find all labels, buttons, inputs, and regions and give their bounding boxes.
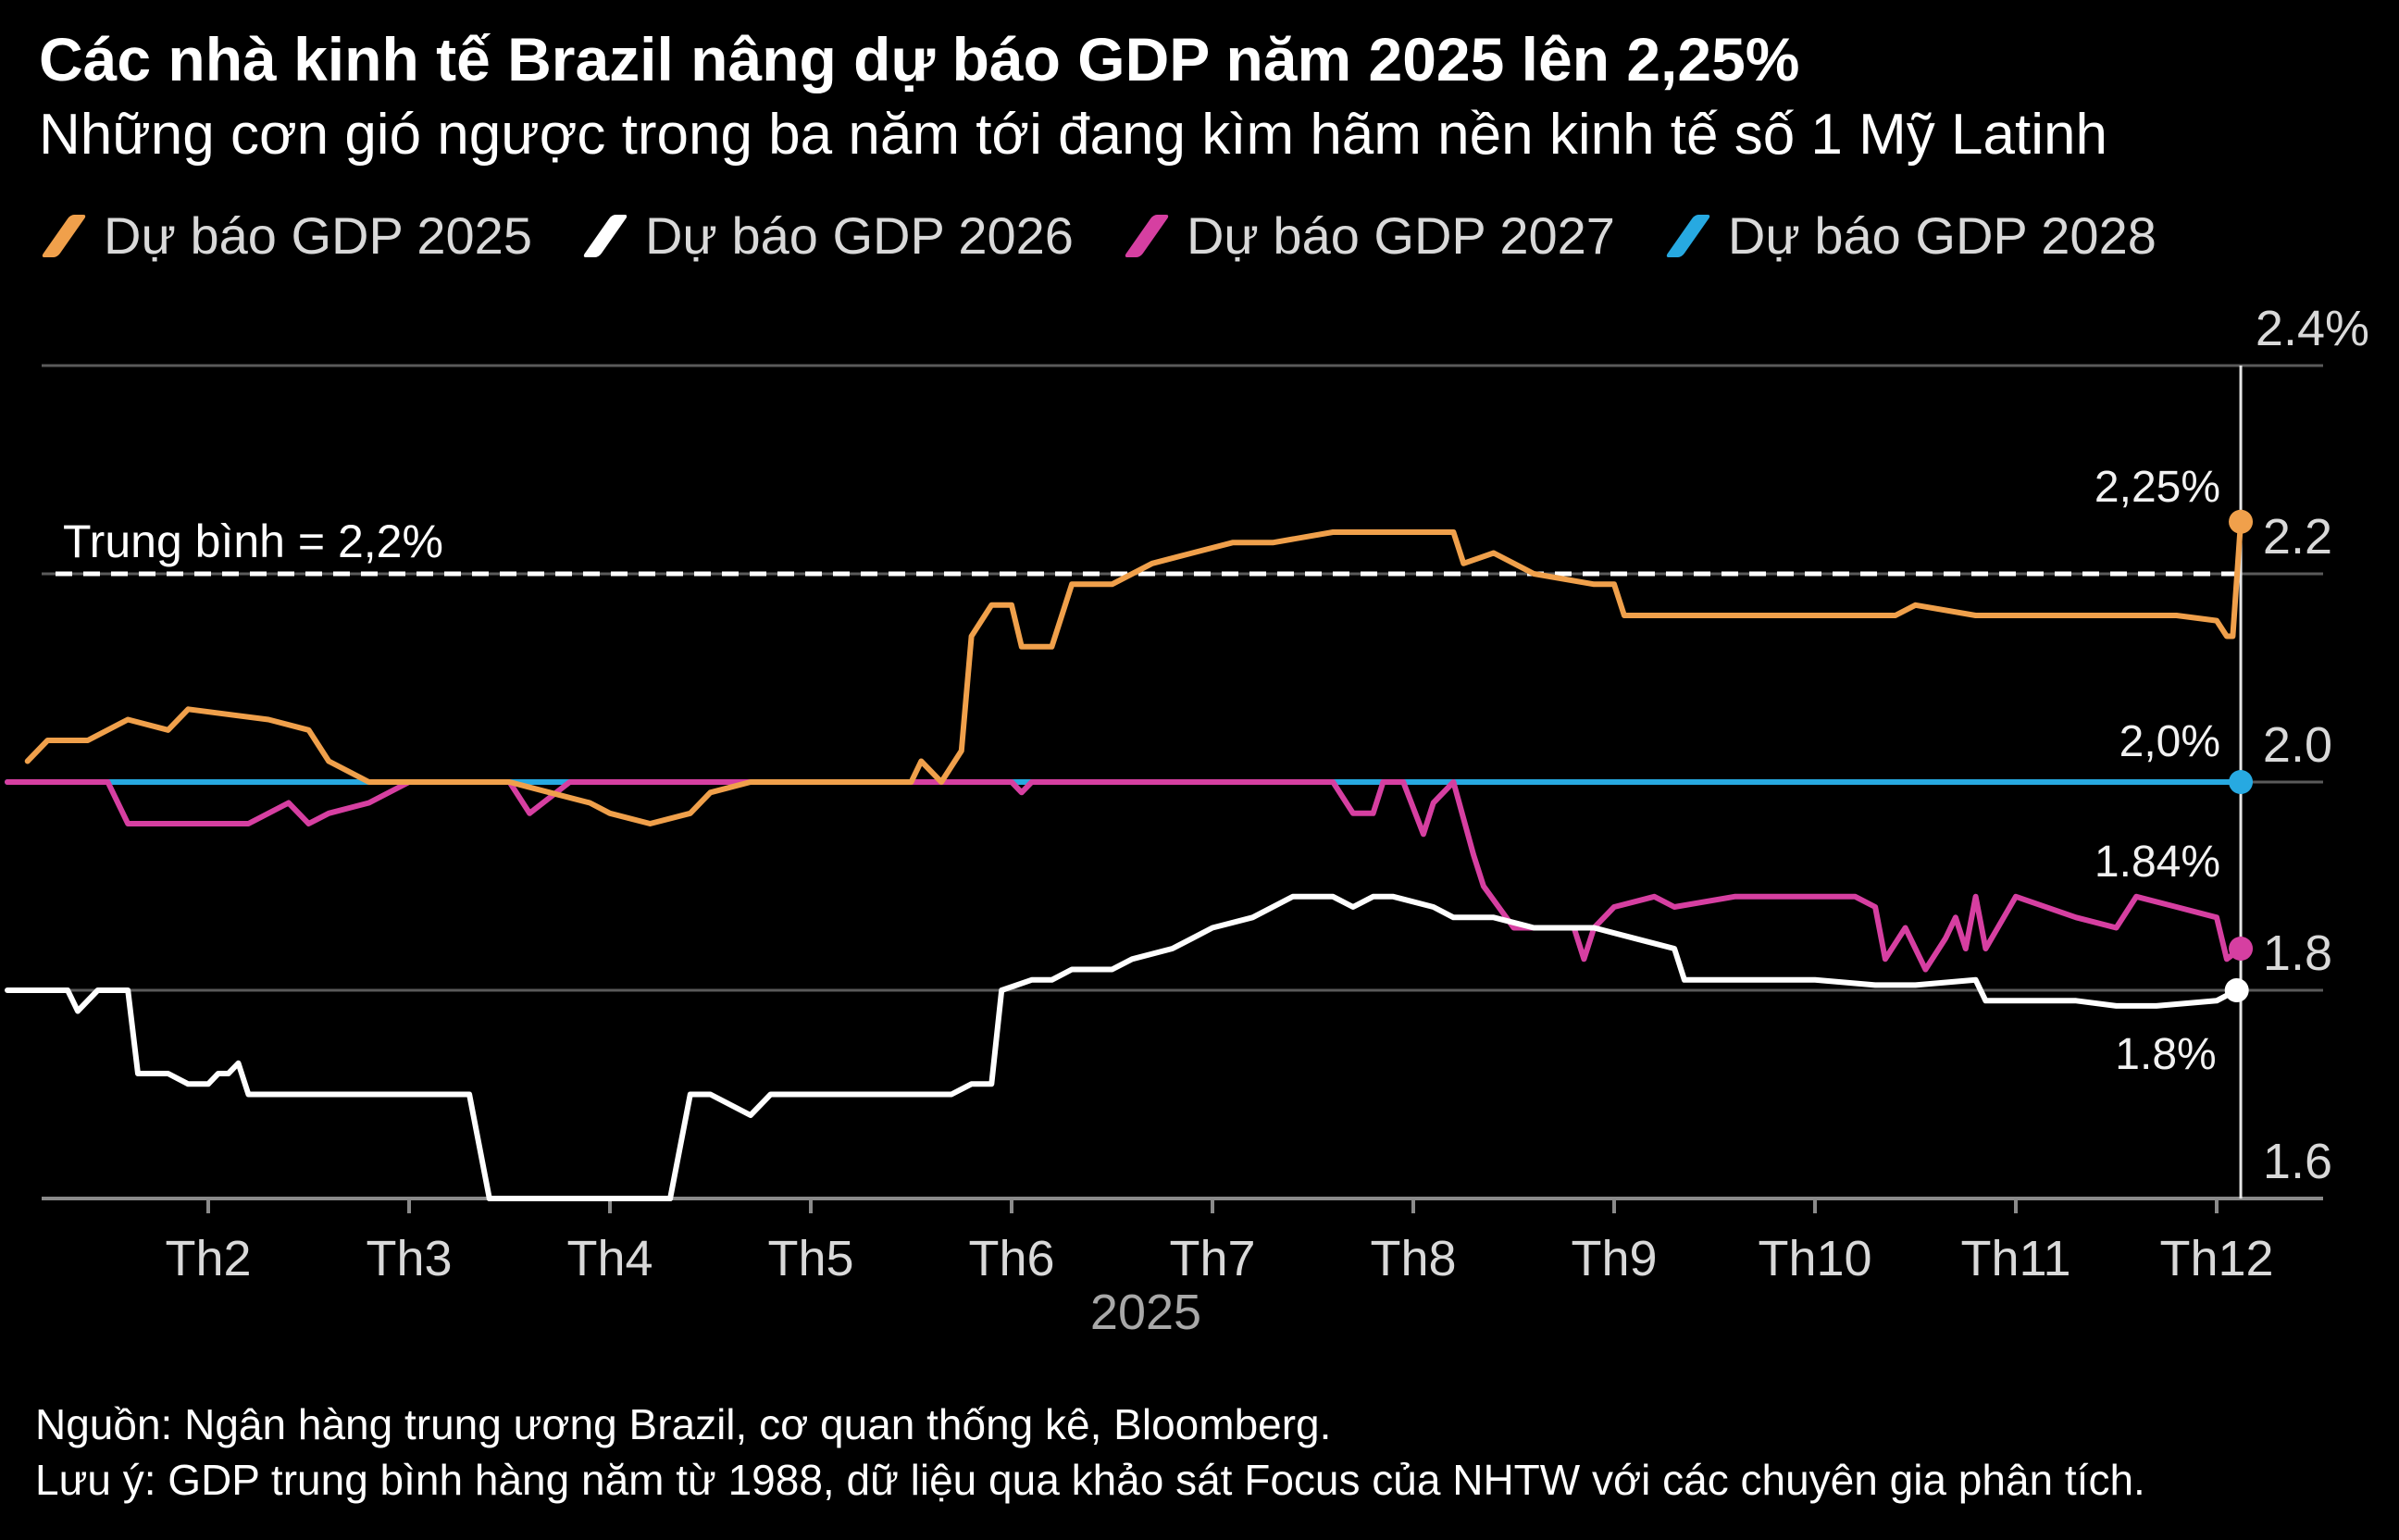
legend-item-2027: Dự báo GDP 2027 <box>1123 205 1615 266</box>
average-reference-label: Trung bình = 2,2% <box>63 515 443 567</box>
chart-title: Các nhà kinh tế Brazil nâng dự báo GDP n… <box>39 25 1800 93</box>
series-line-2025 <box>24 518 2244 826</box>
legend-item-2028: Dự báo GDP 2028 <box>1664 205 2157 266</box>
x-tick-label: Th12 <box>2159 1231 2273 1286</box>
y-tick-label: 2.0 <box>2263 717 2332 773</box>
series-endpoint-2027 <box>2229 937 2254 961</box>
series-endpoint-2025 <box>2229 509 2254 534</box>
x-tick-label: Th10 <box>1758 1231 1871 1286</box>
legend-label-2026: Dự báo GDP 2026 <box>644 206 1074 265</box>
series-endpoint-2026 <box>2224 978 2249 1002</box>
series-line-2027 <box>5 779 2244 973</box>
x-tick-label: Th8 <box>1370 1231 1456 1286</box>
x-tick-label: Th2 <box>165 1231 251 1286</box>
x-tick-label: Th9 <box>1571 1231 1657 1286</box>
y-tick-label: 1.6 <box>2263 1134 2332 1189</box>
x-tick-label: Th6 <box>968 1231 1054 1286</box>
legend: Dự báo GDP 2025 Dự báo GDP 2026 Dự báo G… <box>40 205 2208 266</box>
legend-label-2028: Dự báo GDP 2028 <box>1727 206 2157 265</box>
footer-source: Nguồn: Ngân hàng trung ương Brazil, cơ q… <box>35 1400 1332 1448</box>
x-tick-label: Th4 <box>566 1231 653 1286</box>
series-end-label-2028: 2,0% <box>2119 717 2220 766</box>
series-end-label-2025: 2,25% <box>2094 463 2220 512</box>
series-endpoint-2028 <box>2229 770 2254 794</box>
series-end-label-2027: 1.84% <box>2094 838 2220 887</box>
x-axis-year-label: 2025 <box>1090 1285 1201 1340</box>
chart-subtitle: Những cơn gió ngược trong ba năm tới đan… <box>39 103 2107 167</box>
legend-item-2025: Dự báo GDP 2025 <box>40 205 532 266</box>
legend-item-2026: Dự báo GDP 2026 <box>581 205 1074 266</box>
y-tick-label: 2.2 <box>2263 509 2332 565</box>
legend-label-2025: Dự báo GDP 2025 <box>104 206 532 265</box>
y-tick-label: 1.8 <box>2263 925 2332 981</box>
series-line-2026 <box>5 893 2240 1201</box>
legend-label-2027: Dự báo GDP 2027 <box>1186 206 1615 265</box>
footer-note: Lưu ý: GDP trung bình hàng năm từ 1988, … <box>35 1456 2145 1504</box>
series-end-label-2026: 1.8% <box>2115 1030 2216 1079</box>
x-tick-label: Th5 <box>767 1231 853 1286</box>
y-tick-label-top: 2.4% <box>2256 301 2369 356</box>
x-tick-label: Th3 <box>366 1231 452 1286</box>
x-tick-label: Th7 <box>1169 1231 1255 1286</box>
x-tick-label: Th11 <box>1960 1231 2070 1286</box>
